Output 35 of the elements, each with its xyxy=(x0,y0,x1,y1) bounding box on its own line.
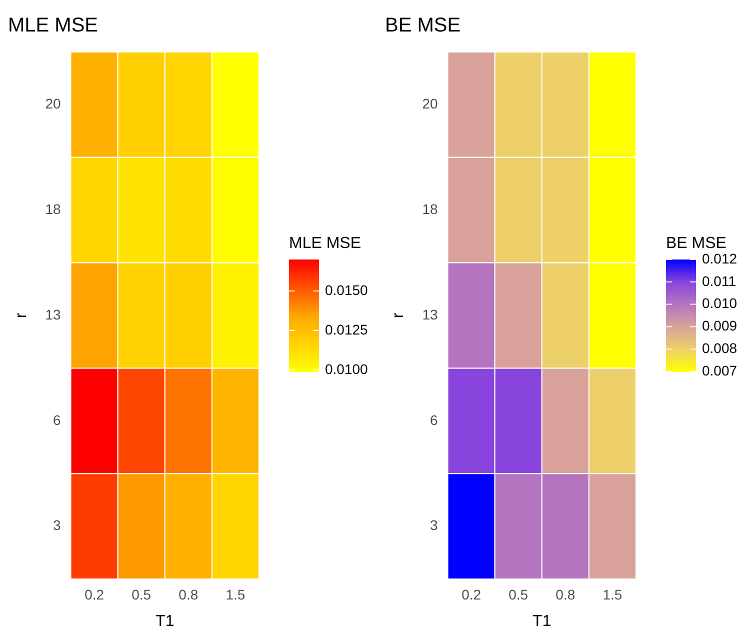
y-tick-label: 13 xyxy=(422,306,438,322)
y-tick-label: 20 xyxy=(45,96,61,112)
y-tick-label: 3 xyxy=(430,517,438,534)
x-tick-label: 1.5 xyxy=(226,586,246,602)
color-bar-label: 0.012 xyxy=(702,250,738,266)
x-tick-label: 1.5 xyxy=(602,586,622,602)
x-tick-label: 0.8 xyxy=(178,586,198,602)
y-tick-label: 18 xyxy=(45,200,61,217)
x-tick-label: 0.5 xyxy=(508,586,528,602)
x-axis-title: T1 xyxy=(532,612,552,630)
y-tick-label: 3 xyxy=(52,517,61,534)
y-tick-label: 18 xyxy=(422,200,438,217)
color-bar-title: MLE MSE xyxy=(289,234,362,252)
y-axis-title: r xyxy=(390,312,408,318)
y-axis-title: r xyxy=(13,312,30,318)
color-bar-label: 0.0125 xyxy=(325,321,368,338)
color-bar-label: 0.0150 xyxy=(325,282,368,298)
x-axis-title: T1 xyxy=(156,612,174,630)
color-bar-label: 0.010 xyxy=(702,295,738,312)
chart-title: MLE MSE xyxy=(8,14,98,37)
color-bar-label: 0.0100 xyxy=(325,360,368,377)
color-bar-title: BE MSE xyxy=(666,234,726,252)
color-bar-label: 0.009 xyxy=(702,318,738,334)
x-tick-label: 0.2 xyxy=(462,586,482,602)
x-tick-label: 0.8 xyxy=(556,586,576,602)
x-tick-label: 0.5 xyxy=(132,586,152,602)
y-tick-label: 6 xyxy=(52,412,61,428)
y-tick-label: 20 xyxy=(422,96,438,112)
y-tick-label: 6 xyxy=(430,412,438,428)
chart-title: BE MSE xyxy=(385,14,461,37)
color-bar-label: 0.007 xyxy=(702,362,738,378)
color-bar-label: 0.008 xyxy=(702,340,738,356)
x-tick-label: 0.2 xyxy=(84,586,104,602)
color-bar-label: 0.011 xyxy=(702,272,736,289)
y-tick-label: 13 xyxy=(45,306,61,322)
